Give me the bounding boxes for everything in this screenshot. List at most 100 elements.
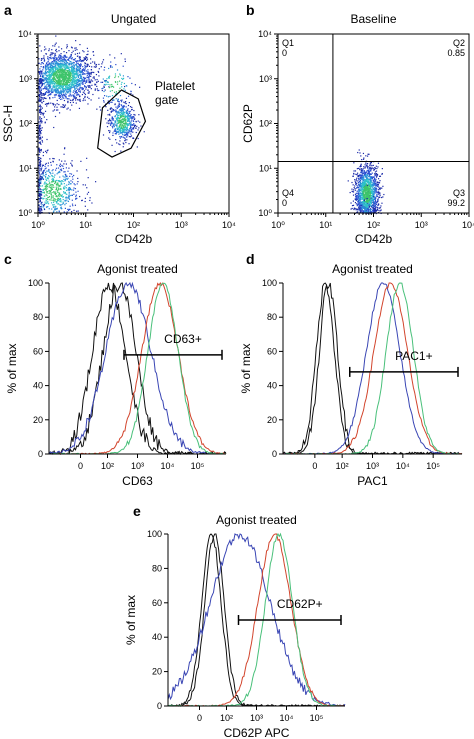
scatter-point — [60, 80, 63, 82]
scatter-point — [73, 80, 75, 82]
y-tick-label: 60 — [267, 346, 277, 356]
scatter-point — [59, 79, 61, 81]
scatter-point — [120, 150, 122, 152]
scatter-point — [90, 80, 92, 82]
scatter-point — [87, 64, 89, 66]
scatter-point — [60, 93, 63, 96]
scatter-point — [79, 43, 81, 46]
scatter-point — [61, 180, 63, 182]
scatter-point — [38, 204, 40, 206]
scatter-point — [75, 73, 77, 76]
scatter-point — [359, 183, 361, 186]
scatter-point — [68, 85, 71, 87]
scatter-point — [62, 198, 64, 201]
scatter-point — [70, 88, 72, 90]
quadrant-value: 0 — [282, 48, 287, 58]
scatter-point — [63, 105, 66, 107]
scatter-point — [49, 63, 51, 65]
scatter-point — [46, 72, 48, 74]
scatter-point — [64, 59, 66, 61]
scatter-point — [125, 119, 127, 121]
scatter-point — [48, 83, 50, 85]
scatter-point — [58, 83, 60, 85]
histogram-series — [282, 282, 463, 455]
scatter-point — [79, 84, 81, 86]
scatter-point — [366, 207, 368, 209]
scatter-point — [117, 117, 119, 119]
scatter-point — [69, 76, 71, 78]
scatter-point — [57, 184, 59, 186]
scatter-point — [69, 66, 71, 68]
scatter-point — [123, 143, 125, 145]
scatter-point — [125, 112, 128, 115]
scatter-point — [46, 83, 48, 85]
scatter-point — [56, 199, 59, 201]
scatter-point — [128, 143, 130, 145]
scatter-point — [90, 75, 92, 77]
scatter-point — [121, 110, 123, 112]
scatter-point — [62, 61, 64, 63]
scatter-point — [361, 206, 363, 208]
scatter-point — [364, 186, 367, 188]
scatter-point — [38, 184, 41, 187]
scatter-point — [46, 66, 48, 68]
scatter-point — [362, 197, 364, 199]
scatter-point — [107, 83, 109, 86]
scatter-point — [373, 181, 375, 183]
scatter-point — [364, 209, 366, 211]
scatter-point — [41, 101, 43, 103]
scatter-point — [60, 63, 62, 66]
scatter-point — [86, 63, 88, 65]
scatter-point — [51, 52, 53, 54]
scatter-point — [58, 69, 60, 71]
scatter-point — [58, 165, 61, 167]
scatter-point — [63, 211, 65, 213]
scatter-point — [359, 179, 362, 182]
scatter-point — [116, 83, 119, 85]
scatter-point — [357, 192, 360, 194]
scatter-point — [355, 187, 358, 189]
scatter-point — [367, 200, 369, 202]
scatter-point — [51, 87, 53, 90]
scatter-point — [358, 190, 360, 192]
scatter-point — [60, 75, 62, 77]
plot-frame — [277, 33, 470, 214]
scatter-point — [43, 55, 45, 57]
scatter-point — [40, 173, 43, 175]
scatter-point — [39, 111, 41, 114]
scatter-point — [111, 108, 113, 110]
scatter-point — [358, 179, 360, 181]
scatter-point — [66, 85, 68, 87]
scatter-point — [73, 96, 75, 98]
scatter-point — [366, 184, 368, 186]
scatter-point — [43, 208, 46, 211]
scatter-point — [50, 52, 52, 54]
scatter-point — [63, 75, 65, 78]
scatter-point — [61, 69, 63, 71]
scatter-point — [367, 207, 369, 210]
scatter-point — [125, 97, 128, 99]
scatter-point — [97, 80, 99, 82]
scatter-point — [86, 72, 89, 74]
scatter-point — [373, 196, 375, 198]
scatter-point — [121, 86, 123, 88]
scatter-point — [40, 89, 42, 91]
scatter-point — [56, 81, 58, 84]
scatter-point — [39, 91, 42, 93]
scatter-point — [362, 207, 364, 209]
scatter-point — [103, 83, 105, 86]
scatter-point — [55, 109, 58, 111]
scatter-point — [82, 184, 84, 186]
scatter-point — [74, 91, 77, 93]
scatter-point — [359, 195, 362, 197]
scatter-point — [88, 92, 90, 94]
scatter-point — [82, 72, 84, 74]
scatter-point — [358, 149, 360, 151]
scatter-point — [42, 78, 44, 80]
scatter-point — [62, 165, 64, 167]
scatter-point — [375, 209, 378, 212]
scatter-point — [125, 112, 127, 114]
scatter-point — [377, 184, 379, 186]
scatter-point — [56, 68, 58, 70]
scatter-point — [92, 71, 94, 73]
